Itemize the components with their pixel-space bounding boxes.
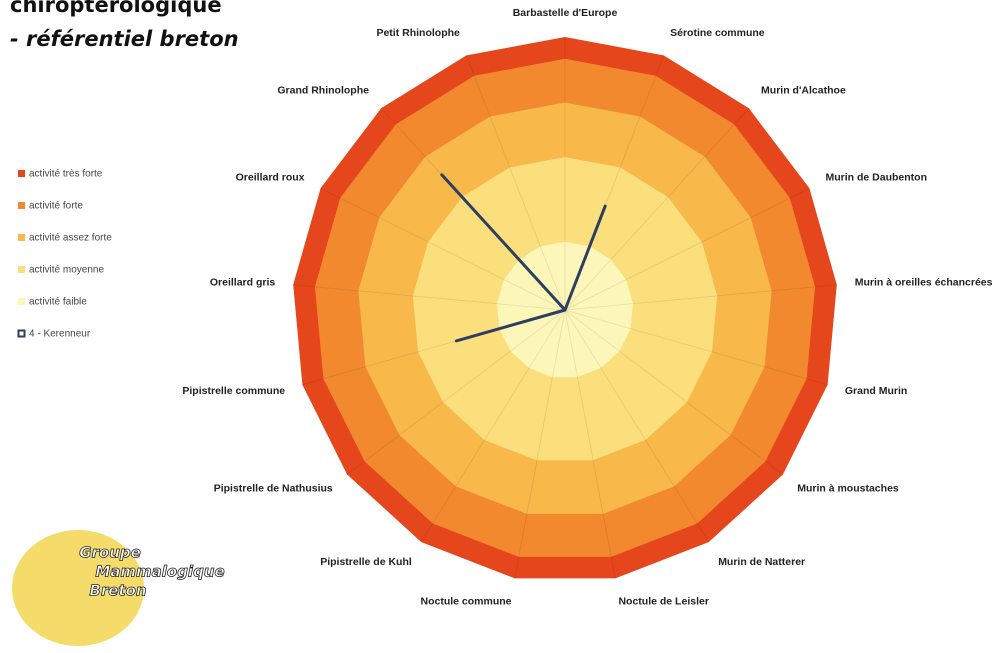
legend-label: activité assez forte [29, 233, 112, 244]
category-label: Murin de Daubenton [825, 171, 927, 183]
category-label: Pipistrelle commune [182, 385, 285, 397]
category-label: Sérotine commune [670, 27, 765, 39]
logo-text: Mammalogique [95, 563, 224, 581]
category-label: Murin à oreilles échancrées [855, 276, 993, 288]
spoke [420, 309, 566, 543]
legend-swatch [18, 266, 25, 273]
spoke [564, 309, 784, 475]
category-label: Murin à moustaches [797, 483, 899, 495]
spoke [514, 309, 566, 579]
legend-swatch [18, 234, 25, 241]
spoke [564, 309, 828, 386]
legend-swatch [18, 202, 25, 209]
legend-label: activité moyenne [29, 265, 104, 276]
radar-line [440, 173, 607, 343]
category-label: Noctule de Leisler [618, 596, 708, 608]
spoke [293, 284, 566, 311]
category-label: Murin d'Alcathoe [761, 84, 846, 96]
spoke [564, 309, 616, 579]
category-label: Grand Rhinolophe [277, 84, 369, 96]
chart-title: chiroptérologique [10, 0, 222, 17]
category-label: Grand Murin [845, 385, 907, 397]
logo-disc [12, 530, 144, 646]
spoke [320, 187, 566, 311]
legend-label: 4 - Kerenneur [29, 329, 91, 340]
legend-label: activité forte [29, 201, 83, 212]
spoke [564, 284, 837, 311]
legend-label: activité très forte [29, 169, 103, 180]
logo-text: Breton [89, 582, 146, 600]
legend-swatch [18, 170, 25, 177]
chart-subtitle: - référentiel breton [10, 27, 239, 51]
category-label: Noctule commune [421, 596, 512, 608]
spoke [346, 309, 566, 475]
legend-swatch [18, 298, 25, 305]
category-label: Petit Rhinolophe [376, 27, 460, 39]
spoke [465, 55, 566, 311]
category-label: Barbastelle d'Europe [513, 7, 618, 19]
spoke [564, 107, 750, 311]
logo-text: Groupe [79, 544, 141, 562]
category-label: Murin de Natterer [718, 556, 805, 568]
category-label: Oreillard roux [236, 171, 305, 183]
spoke [564, 309, 710, 543]
category-label: Pipistrelle de Nathusius [214, 483, 333, 495]
logo: Groupe Mammalogique Breton [12, 530, 225, 646]
category-label: Pipistrelle de Kuhl [320, 556, 412, 568]
legend-swatch [17, 329, 26, 338]
plot [293, 37, 837, 579]
category-label: Oreillard gris [210, 276, 276, 288]
spoke [564, 187, 810, 311]
legend-label: activité faible [29, 297, 87, 308]
